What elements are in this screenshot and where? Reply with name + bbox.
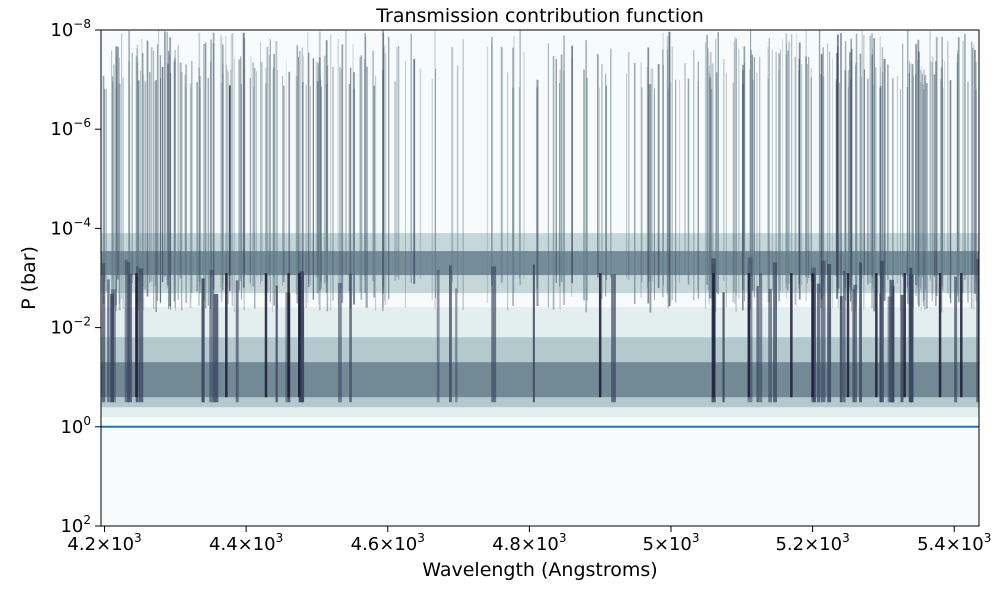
x-tick-label: 5×103 bbox=[642, 531, 699, 555]
plot-frame bbox=[100, 29, 980, 527]
y-axis: 10−8 10−6 10−4 10−2 100 102 bbox=[50, 17, 101, 537]
heatmap-layer bbox=[101, 30, 979, 418]
x-tick-label: 4.2×103 bbox=[67, 531, 141, 555]
upper-band-core bbox=[101, 251, 979, 276]
x-tick-label: 5.2×103 bbox=[775, 531, 849, 555]
y-tick-label: 100 bbox=[60, 414, 91, 438]
x-axis-label: Wavelength (Angstroms) bbox=[422, 559, 657, 581]
x-tick-label: 4.4×103 bbox=[209, 531, 283, 555]
lower-band-core bbox=[101, 362, 979, 398]
x-axis: 4.2×103 4.4×103 4.6×103 4.8×103 5×103 5.2×103… bbox=[67, 526, 991, 555]
y-axis-label: P (bar) bbox=[18, 246, 40, 310]
x-tick-label: 5.4×103 bbox=[917, 531, 991, 555]
y-tick-label: 10−6 bbox=[50, 116, 91, 140]
x-tick-label: 4.8×103 bbox=[492, 531, 566, 555]
y-tick-label: 10−8 bbox=[50, 17, 91, 41]
chart-title: Transmission contribution function bbox=[375, 5, 704, 27]
x-tick-label: 4.6×103 bbox=[351, 531, 425, 555]
y-tick-label: 102 bbox=[60, 513, 91, 537]
y-tick-label: 10−2 bbox=[50, 315, 91, 339]
y-tick-label: 10−4 bbox=[50, 215, 91, 239]
